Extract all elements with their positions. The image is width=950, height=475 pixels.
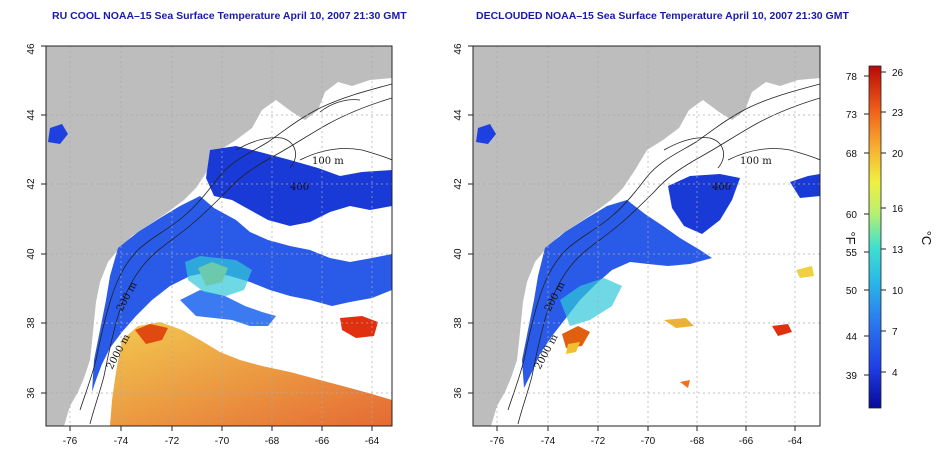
colorbar-c-tick: 13 (892, 245, 904, 256)
right-x-tick: -72 (591, 436, 606, 447)
right-x-tick: -66 (739, 436, 754, 447)
left-x-tick: -74 (114, 436, 129, 447)
left-x-tick: -68 (265, 436, 280, 447)
right-y-tick: 36 (453, 387, 464, 399)
colorbar-c-tick: 20 (892, 149, 904, 160)
left-y-tick: 42 (26, 178, 37, 190)
colorbar-f-tick: 68 (846, 149, 858, 160)
right-map-panel: 100 m 400 200 m 2000 m (473, 46, 820, 426)
left-land (46, 46, 392, 426)
left-bathymetry-contours (79, 83, 392, 425)
right-x-tick: -74 (541, 436, 556, 447)
left-x-tick: -66 (315, 436, 330, 447)
colorbar-gradient (868, 65, 882, 409)
right-contour-label-100: 100 m (740, 156, 772, 167)
left-map-panel: 100 m 400 200 m 2000 m (46, 46, 392, 426)
right-x-tick: -64 (788, 436, 803, 447)
colorbar-f-tick: 50 (846, 286, 858, 297)
colorbar-c-tick: 23 (892, 108, 904, 119)
colorbar-c-tick: 4 (892, 368, 898, 379)
right-bathymetry-contours (507, 83, 820, 425)
left-x-tick: -70 (215, 436, 230, 447)
left-y-tick: 40 (26, 248, 37, 260)
colorbar-f-tick: 55 (846, 248, 858, 259)
left-x-tick: -64 (365, 436, 380, 447)
colorbar-c-tick: 7 (892, 327, 898, 338)
left-x-tick: -72 (165, 436, 180, 447)
colorbar-f-tick: 44 (846, 332, 858, 343)
left-map-title: RU COOL NOAA–15 Sea Surface Temperature … (52, 10, 407, 22)
colorbar-f-tick: 73 (846, 110, 858, 121)
left-map-frame (45, 45, 393, 427)
right-y-tick: 44 (453, 109, 464, 121)
left-contour-label-100: 100 m (312, 156, 344, 167)
right-y-axis: 36 38 40 42 44 46 (453, 43, 473, 399)
right-gridlines (473, 46, 820, 426)
colorbar-c-tick: 16 (892, 204, 904, 215)
left-x-axis: -76 -74 -72 -70 -68 -66 -64 (63, 426, 380, 447)
right-x-tick: -70 (641, 436, 656, 447)
right-land (473, 46, 820, 426)
colorbar-f-tick: 60 (846, 210, 858, 221)
left-cold-water (92, 196, 392, 392)
right-y-tick: 42 (453, 178, 464, 190)
colorbar-c-tick: 26 (892, 68, 904, 79)
right-x-axis: -76 -74 -72 -70 -68 -66 -64 (490, 426, 803, 447)
colorbar-celsius-unit: °C (919, 231, 934, 246)
left-contour-label-400: 400 (290, 182, 309, 193)
colorbar-f-tick: 39 (846, 371, 858, 382)
temperature-colorbar: 78 73 68 60 55 50 44 39 26 23 20 16 13 1… (843, 65, 934, 409)
left-x-tick: -76 (63, 436, 78, 447)
left-y-tick: 44 (26, 109, 37, 121)
colorbar-fahrenheit-unit: °F (843, 231, 858, 244)
right-x-tick: -68 (690, 436, 705, 447)
left-y-tick: 36 (26, 387, 37, 399)
left-gridlines (46, 46, 392, 426)
right-map-frame (472, 45, 821, 427)
colorbar-f-tick: 78 (846, 72, 858, 83)
right-x-tick: -76 (490, 436, 505, 447)
right-y-tick: 38 (453, 317, 464, 329)
right-y-tick: 46 (453, 43, 464, 55)
left-y-tick: 46 (26, 43, 37, 55)
right-map-title: DECLOUDED NOAA–15 Sea Surface Temperatur… (476, 10, 849, 22)
left-y-axis: 36 38 40 42 44 46 (26, 43, 46, 399)
colorbar-c-tick: 10 (892, 286, 904, 297)
left-y-tick: 38 (26, 317, 37, 329)
right-contour-label-400: 400 (712, 182, 731, 193)
right-y-tick: 40 (453, 248, 464, 260)
